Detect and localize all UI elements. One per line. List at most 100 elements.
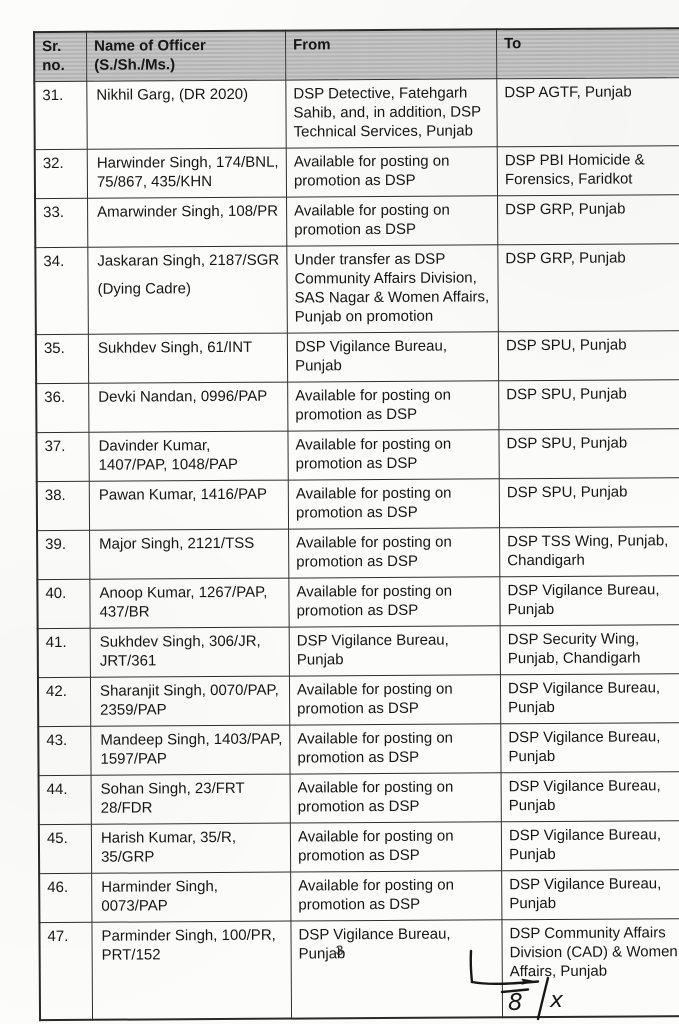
cell-officer-name: Parminder Singh, 100/PR, PRT/152 bbox=[91, 921, 292, 1020]
cell-officer-name: Sohan Singh, 23/FRT 28/FDR bbox=[91, 774, 291, 825]
cell-from: Available for posting on promotion as DS… bbox=[288, 478, 500, 530]
header-from: From bbox=[285, 29, 497, 81]
cell-sr-no: 41. bbox=[37, 628, 91, 678]
cell-from: Available for posting on promotion as DS… bbox=[288, 527, 500, 579]
hand-underline-dash bbox=[500, 988, 530, 994]
cell-sr-no: 36. bbox=[36, 383, 89, 433]
cell-from: Available for posting on promotion as DS… bbox=[287, 429, 500, 481]
cell-from: Available for posting on promotion as DS… bbox=[290, 772, 502, 824]
cell-officer-name: Anoop Kumar, 1267/PAP, 437/BR bbox=[89, 578, 290, 629]
table-row: 47. Parminder Singh, 100/PR, PRT/152 DSP… bbox=[39, 918, 679, 1021]
cell-sr-no: 47. bbox=[39, 922, 93, 1021]
cell-sr-no: 37. bbox=[36, 432, 90, 482]
cell-to: DSP PBI Homicide & Forensics, Faridkot bbox=[497, 145, 679, 196]
table-row: 41. Sukhdev Singh, 306/JR, JRT/361 DSP V… bbox=[37, 624, 679, 678]
table-row: 31. Nikhil Garg, (DR 2020) DSP Detective… bbox=[34, 77, 679, 150]
cell-sr-no: 35. bbox=[35, 334, 89, 384]
cell-from: Available for posting on promotion as DS… bbox=[287, 380, 499, 432]
cell-sr-no: 45. bbox=[38, 824, 92, 874]
header-to: To bbox=[496, 28, 679, 79]
cell-from: Available for posting on promotion as DS… bbox=[286, 195, 498, 247]
header-officer-name: Name of Officer (S./Sh./Ms.) bbox=[86, 30, 286, 82]
cell-from: DSP Vigilance Bureau, Punjab bbox=[289, 625, 501, 677]
cell-to: DSP Vigilance Bureau, Punjab bbox=[501, 869, 679, 920]
cell-to: DSP Vigilance Bureau, Punjab bbox=[500, 673, 679, 724]
hand-letter: x bbox=[549, 988, 564, 1013]
table-row: 35. Sukhdev Singh, 61/INT DSP Vigilance … bbox=[35, 330, 679, 384]
cell-officer-name: Mandeep Singh, 1403/PAP, 1597/PAP bbox=[90, 725, 291, 776]
table-row: 43. Mandeep Singh, 1403/PAP, 1597/PAP Av… bbox=[38, 722, 679, 776]
cell-to: DSP Vigilance Bureau, Punjab bbox=[499, 575, 679, 626]
cell-to: DSP SPU, Punjab bbox=[498, 330, 679, 381]
cell-officer-name: Nikhil Garg, (DR 2020) bbox=[86, 80, 287, 150]
cell-officer-name: Sharanjit Singh, 0070/PAP, 2359/PAP bbox=[90, 676, 290, 727]
cell-officer-name: Sukhdev Singh, 306/JR, JRT/361 bbox=[90, 627, 290, 678]
cell-from: Available for posting on promotion as DS… bbox=[290, 870, 502, 922]
cell-to: DSP Vigilance Bureau, Punjab bbox=[501, 820, 679, 871]
cell-officer-name: Davinder Kumar, 1407/PAP, 1048/PAP bbox=[88, 431, 289, 482]
cell-sr-no: 44. bbox=[38, 775, 92, 825]
table-row: 38. Pawan Kumar, 1416/PAP Available for … bbox=[36, 477, 679, 531]
cell-sr-no: 39. bbox=[37, 530, 90, 580]
cell-officer-name: Amarwinder Singh, 108/PR bbox=[87, 197, 287, 248]
cell-to: DSP Vigilance Bureau, Punjab bbox=[500, 722, 679, 773]
hand-vertical-stroke bbox=[469, 949, 474, 984]
cell-officer-name: Harish Kumar, 35/R, 35/GRP bbox=[91, 823, 291, 874]
transfer-table-wrap: Sr. no. Name of Officer (S./Sh./Ms.) Fro… bbox=[33, 27, 679, 1022]
table-row: 42. Sharanjit Singh, 0070/PAP, 2359/PAP … bbox=[37, 673, 679, 727]
cell-to: DSP Vigilance Bureau, Punjab bbox=[501, 771, 679, 822]
cell-officer-name: Pawan Kumar, 1416/PAP bbox=[89, 480, 289, 531]
page-number: 3 bbox=[335, 942, 344, 958]
cell-officer-name: Jaskaran Singh, 2187/SGR (Dying Cadre) bbox=[87, 246, 288, 335]
cell-officer-note: (Dying Cadre) bbox=[97, 280, 192, 298]
table-row: 44. Sohan Singh, 23/FRT 28/FDR Available… bbox=[38, 771, 679, 825]
cell-from: Available for posting on promotion as DS… bbox=[286, 146, 498, 198]
cell-from: Available for posting on promotion as DS… bbox=[290, 821, 502, 873]
cell-to: DSP AGTF, Punjab bbox=[496, 77, 679, 147]
cell-from: DSP Vigilance Bureau, Punjab bbox=[287, 331, 499, 383]
cell-from: Available for posting on promotion as DS… bbox=[289, 723, 502, 775]
table-row: 33. Amarwinder Singh, 108/PR Available f… bbox=[35, 194, 679, 248]
officer-transfer-table: Sr. no. Name of Officer (S./Sh./Ms.) Fro… bbox=[33, 27, 679, 1022]
table-header-row: Sr. no. Name of Officer (S./Sh./Ms.) Fro… bbox=[34, 28, 679, 82]
cell-sr-no: 38. bbox=[36, 481, 90, 531]
table-row: 36. Devki Nandan, 0996/PAP Available for… bbox=[36, 379, 679, 433]
cell-from: DSP Detective, Fatehgarh Sahib, and, in … bbox=[285, 78, 498, 149]
cell-sr-no: 43. bbox=[38, 726, 92, 776]
cell-officer-name: Devki Nandan, 0996/PAP bbox=[88, 382, 288, 433]
cell-sr-no: 40. bbox=[37, 579, 91, 629]
cell-sr-no: 31. bbox=[34, 81, 88, 150]
cell-to: DSP Security Wing, Punjab, Chandigarh bbox=[500, 624, 679, 675]
cell-sr-no: 33. bbox=[35, 198, 88, 248]
cell-to: DSP SPU, Punjab bbox=[498, 379, 679, 430]
cell-from: Under transfer as DSP Community Affairs … bbox=[286, 244, 499, 334]
cell-to: DSP SPU, Punjab bbox=[498, 428, 679, 479]
cell-to: DSP GRP, Punjab bbox=[497, 243, 679, 332]
cell-officer-name: Major Singh, 2121/TSS bbox=[89, 529, 289, 580]
table-body: 31. Nikhil Garg, (DR 2020) DSP Detective… bbox=[34, 77, 679, 1021]
cell-to: DSP SPU, Punjab bbox=[499, 477, 679, 528]
table-row: 46. Harminder Singh, 0073/PAP Available … bbox=[39, 869, 679, 923]
table-row: 45. Harish Kumar, 35/R, 35/GRP Available… bbox=[38, 820, 679, 874]
table-row: 34. Jaskaran Singh, 2187/SGR (Dying Cadr… bbox=[35, 243, 679, 335]
cell-to: DSP GRP, Punjab bbox=[497, 194, 679, 245]
cell-sr-no: 34. bbox=[35, 247, 89, 335]
cell-officer-name: Sukhdev Singh, 61/INT bbox=[88, 333, 288, 384]
cell-sr-no: 46. bbox=[39, 873, 92, 923]
table-row: 39. Major Singh, 2121/TSS Available for … bbox=[37, 526, 679, 580]
cell-from: Available for posting on promotion as DS… bbox=[289, 674, 501, 726]
cell-sr-no: 42. bbox=[37, 677, 91, 727]
hand-slash-stroke bbox=[536, 976, 550, 1021]
handwritten-initials-mark: 8 x bbox=[469, 949, 564, 1021]
hand-arrowhead bbox=[521, 978, 535, 985]
cell-sr-no: 32. bbox=[34, 149, 88, 199]
table-row: 32. Harwinder Singh, 174/BNL, 75/867, 43… bbox=[34, 145, 679, 199]
hand-number: 8 bbox=[508, 990, 523, 1016]
header-sr-no: Sr. no. bbox=[34, 31, 87, 82]
table-row: 37. Davinder Kumar, 1407/PAP, 1048/PAP A… bbox=[36, 428, 679, 482]
table-row: 40. Anoop Kumar, 1267/PAP, 437/BR Availa… bbox=[37, 575, 679, 629]
cell-officer-name: Harwinder Singh, 174/BNL, 75/867, 435/KH… bbox=[87, 148, 287, 199]
cell-officer-name: Harminder Singh, 0073/PAP bbox=[91, 872, 291, 923]
cell-from: Available for posting on promotion as DS… bbox=[288, 576, 501, 628]
